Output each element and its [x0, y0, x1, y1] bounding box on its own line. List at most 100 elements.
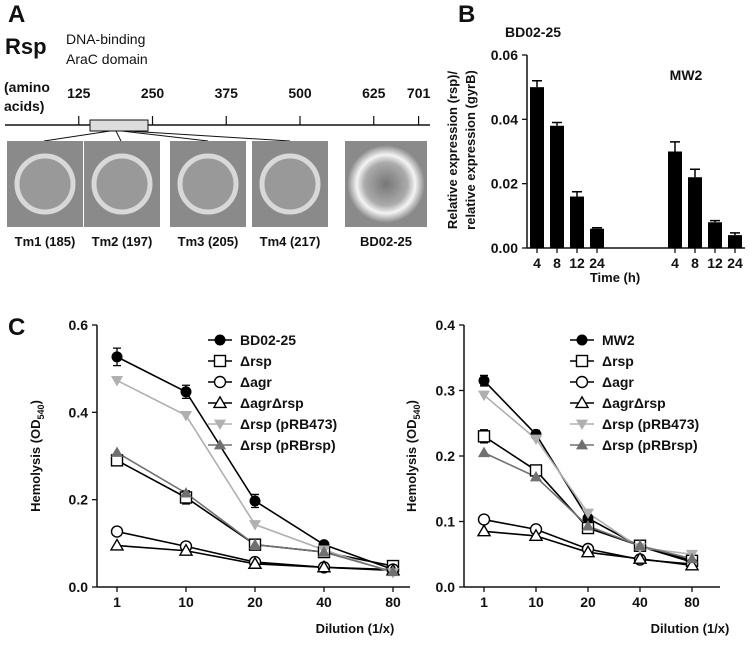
x-tick-label: 20	[247, 594, 263, 610]
marker	[110, 525, 124, 538]
marker	[476, 523, 492, 537]
legend-label: ΔagrΔrsp	[240, 395, 304, 411]
plate-label: BD02-25	[360, 234, 412, 249]
position-label: 701	[407, 85, 431, 101]
y-tick-label: 0.0	[436, 579, 456, 595]
x-tick-label: 10	[528, 594, 544, 610]
plate-zone	[177, 153, 239, 215]
y-tick-label: 0.2	[436, 448, 456, 464]
y-tick-label: 0.1	[436, 514, 456, 530]
x-tick-label: 24	[727, 255, 743, 271]
plate-label: Tm1 (185)	[15, 234, 76, 249]
panel-label: A	[8, 1, 25, 28]
legend-label: Δrsp (pRB473)	[240, 416, 337, 432]
marker	[478, 375, 490, 387]
domain-label: AraC domain	[66, 51, 148, 67]
marker	[477, 430, 491, 443]
marker	[529, 434, 543, 446]
y-tick-label: 0.2	[69, 492, 89, 508]
x-tick-label: 40	[632, 594, 648, 610]
marker	[178, 543, 194, 556]
protein-name: Rsp	[5, 34, 47, 59]
legend-marker	[575, 419, 589, 431]
legend-marker	[574, 395, 590, 409]
x-tick-label: 8	[691, 255, 699, 271]
y-tick-label: 0.04	[491, 111, 518, 127]
error-bar	[592, 226, 602, 229]
bar	[708, 222, 722, 248]
plate-zone	[259, 153, 321, 215]
error-bar	[710, 219, 720, 223]
x-tick-label: 4	[533, 255, 541, 271]
y-axis-label-part: 540	[36, 404, 46, 419]
legend-label: Δrsp (pRBrsp)	[602, 437, 698, 453]
x-axis-label: Dilution (1/x)	[651, 621, 730, 636]
legend-marker	[576, 334, 588, 346]
marker	[386, 565, 400, 577]
legend-label: MW2	[602, 332, 635, 348]
marker	[316, 559, 332, 573]
bar	[570, 196, 584, 248]
legend-label: Δrsp	[240, 353, 272, 369]
marker	[247, 556, 263, 569]
x-tick-label: 40	[316, 594, 332, 610]
legend-label: Δagr	[602, 374, 634, 390]
bar	[590, 228, 604, 248]
annotation: MW2	[670, 67, 703, 83]
marker	[110, 446, 124, 457]
y-axis-label: Hemolysis (OD540)	[404, 400, 422, 512]
axis-label: acids)	[4, 98, 44, 114]
position-label: 375	[215, 85, 239, 101]
marker	[529, 470, 543, 482]
x-tick-label: 24	[589, 255, 605, 271]
y-tick-label: 0.4	[69, 404, 89, 420]
position-label: 125	[67, 85, 91, 101]
y-axis-label-part: Hemolysis (OD	[404, 419, 419, 511]
legend-marker	[575, 438, 589, 450]
axis-label: (amino	[4, 79, 50, 95]
legend-marker	[213, 419, 227, 431]
y-axis-label: Relative expression (rsp)/	[445, 71, 460, 230]
y-tick-label: 0.00	[491, 240, 518, 256]
plate-zone	[347, 145, 425, 223]
marker	[317, 546, 331, 557]
x-tick-label: 1	[480, 594, 488, 610]
domain-box	[89, 119, 149, 132]
marker	[685, 552, 699, 564]
marker	[684, 557, 700, 571]
panel-label: C	[8, 314, 25, 341]
y-axis-label-part: 540	[412, 404, 422, 419]
x-tick-label: 20	[580, 594, 596, 610]
marker	[632, 551, 648, 564]
legend-label: BD02-25	[240, 332, 296, 348]
legend-label: Δrsp	[602, 353, 634, 369]
plate-zone	[91, 153, 153, 215]
x-tick-label: 4	[671, 255, 679, 271]
x-axis-label: Dilution (1/x)	[316, 621, 395, 636]
legend-marker	[213, 438, 227, 450]
legend-marker	[575, 375, 589, 389]
x-tick-label: 1	[113, 594, 121, 610]
marker	[179, 410, 193, 422]
x-tick-label: 10	[178, 594, 194, 610]
legend-label: Δrsp (pRBrsp)	[240, 437, 336, 453]
plate-label: Tm3 (205)	[178, 234, 239, 249]
marker	[180, 386, 192, 398]
error-bar	[532, 79, 542, 88]
plate-label: Tm4 (217)	[260, 234, 321, 249]
y-axis-label: relative expression (gyrB)	[463, 70, 478, 230]
series-line	[483, 435, 693, 562]
marker	[528, 528, 544, 542]
y-axis-label: Hemolysis (OD540)	[28, 400, 46, 512]
marker	[248, 538, 262, 550]
y-axis-label-part: )	[28, 400, 43, 404]
domain-label: DNA-binding	[66, 31, 145, 47]
error-bar	[670, 141, 680, 152]
marker	[477, 390, 491, 402]
y-tick-label: 0.02	[491, 176, 518, 192]
marker	[581, 508, 595, 520]
x-tick-label: 80	[385, 594, 401, 610]
error-bar	[572, 190, 582, 197]
